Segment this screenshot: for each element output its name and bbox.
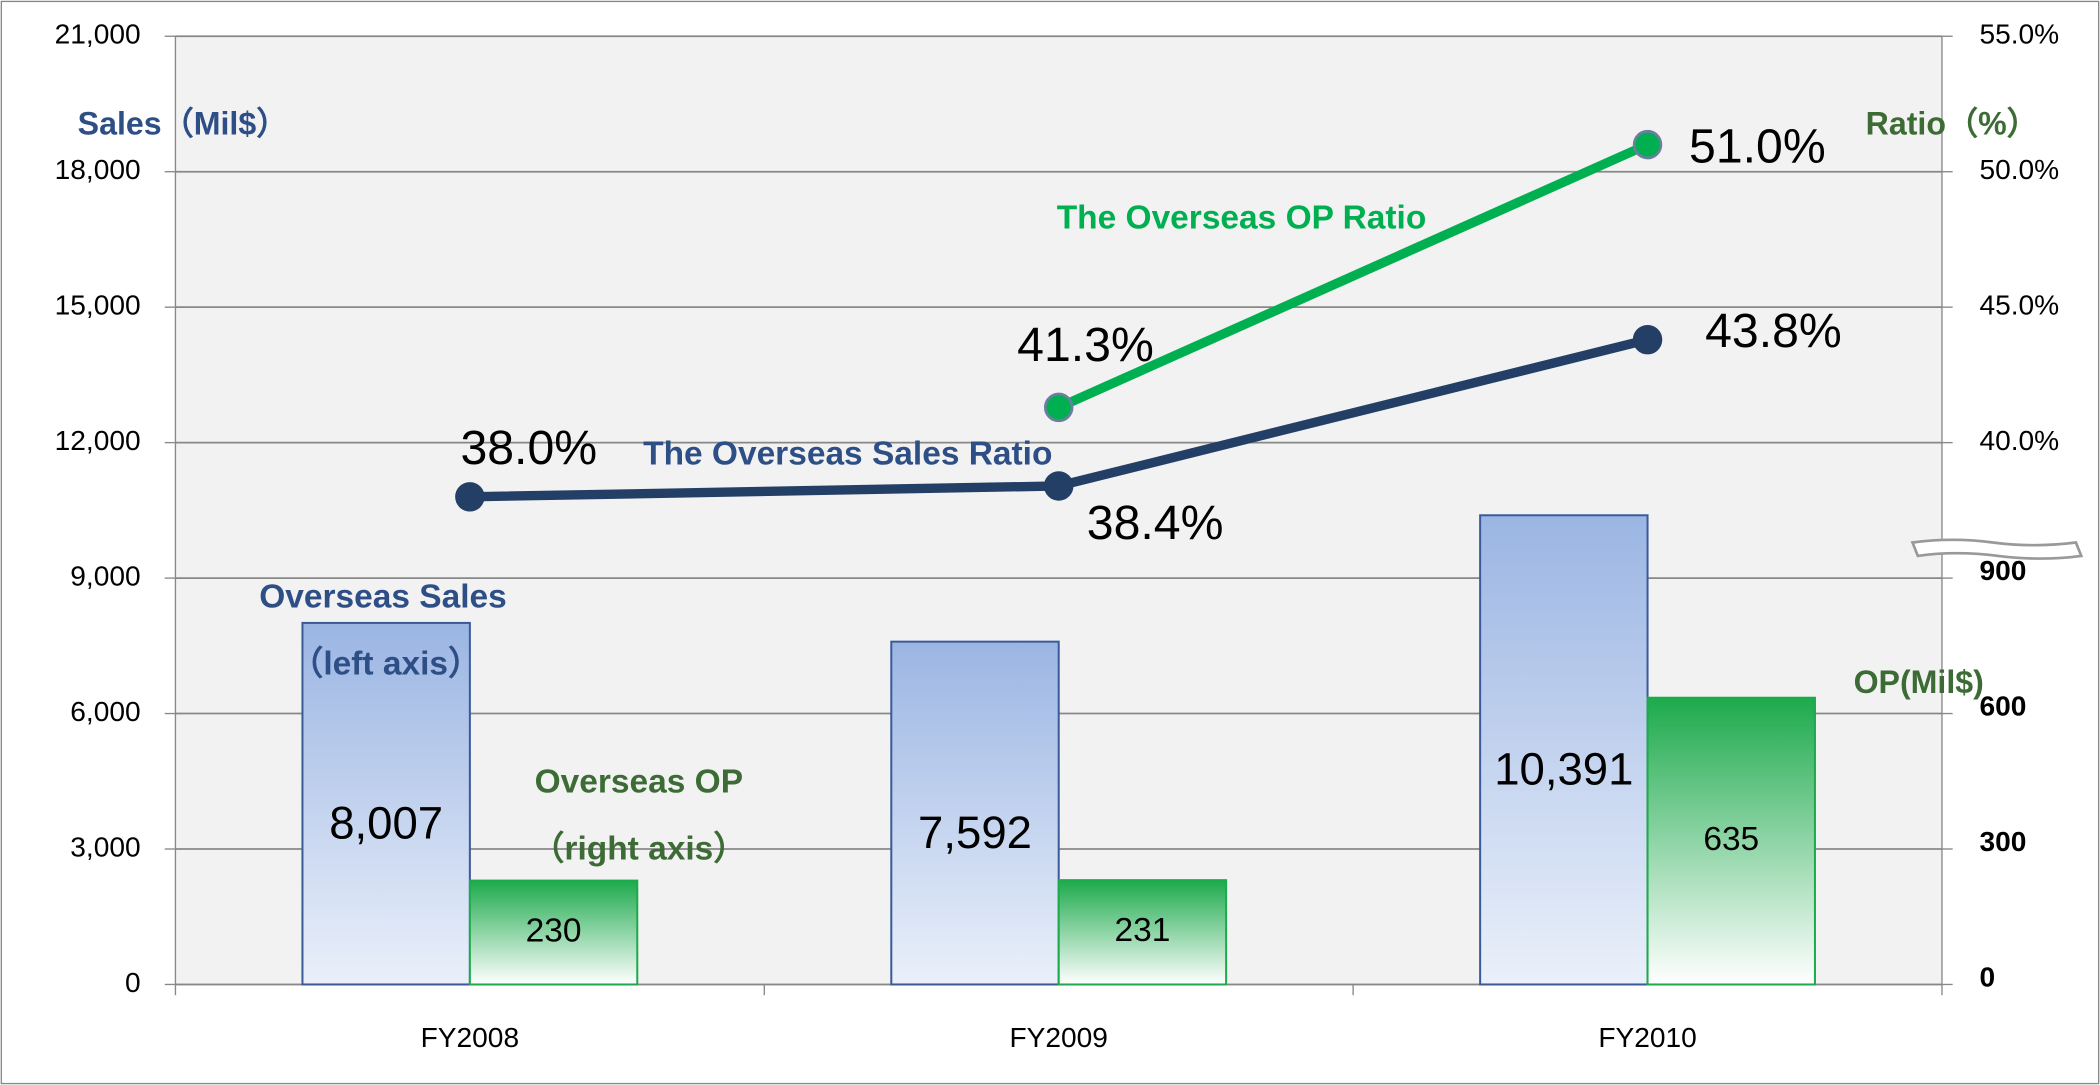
y-tick-label: 21,000 <box>55 19 141 50</box>
y-tick-label: 15,000 <box>55 290 141 321</box>
marker <box>455 482 485 512</box>
value-label: 43.8% <box>1705 304 1842 358</box>
y2-tick-label: 45.0% <box>1979 290 2059 321</box>
marker <box>1043 471 1074 501</box>
value-label: 38.0% <box>460 421 597 475</box>
y3-tick-label: 300 <box>1979 826 2026 857</box>
annotation: The Overseas OP Ratio <box>1057 200 1427 237</box>
y-tick-label: 18,000 <box>55 154 141 185</box>
y-axis-label: Sales（Mil$） <box>78 105 289 141</box>
value-label: 10,391 <box>1494 744 1633 795</box>
x-tick-label: FY2010 <box>1598 1022 1696 1053</box>
marker <box>1632 324 1663 355</box>
value-label: 8,007 <box>329 797 443 848</box>
annotation: Overseas Sales <box>259 579 507 616</box>
y-tick-label: 3,000 <box>70 831 140 862</box>
y-tick-label: 0 <box>125 967 141 998</box>
y3-tick-label: 600 <box>1979 691 2026 722</box>
y2-tick-label: 55.0% <box>1979 19 2059 50</box>
y3-tick-label: 900 <box>1979 555 2026 586</box>
y3-tick-label: 0 <box>1979 962 1995 993</box>
line <box>1056 140 1650 412</box>
y2-axis-label: Ratio（%） <box>1866 105 2039 141</box>
value-label: 51.0% <box>1689 120 1826 174</box>
y-tick-label: 6,000 <box>70 696 140 727</box>
y2-tick-label: 40.0% <box>1979 425 2059 456</box>
value-label: 230 <box>526 912 582 949</box>
bar <box>301 621 471 986</box>
y-tick-label: 9,000 <box>70 561 140 592</box>
value-label: 7,592 <box>918 807 1032 858</box>
bar <box>1479 514 1649 986</box>
x-tick-label: FY2008 <box>421 1022 519 1053</box>
annotation: （right axis） <box>531 830 747 867</box>
value-label: 635 <box>1703 821 1759 858</box>
annotation: （left axis） <box>290 646 482 683</box>
bar <box>890 640 1060 986</box>
annotation: The Overseas Sales Ratio <box>643 435 1052 472</box>
axis-break <box>1910 538 2084 560</box>
y-tick-label: 12,000 <box>55 425 141 456</box>
x-tick-label: FY2009 <box>1009 1022 1107 1053</box>
value-label: 41.3% <box>1017 318 1154 372</box>
bar <box>1057 879 1228 986</box>
value-label: 231 <box>1114 912 1170 949</box>
y3-axis-label: OP(Mil$) <box>1854 664 1984 700</box>
marker <box>1043 392 1074 423</box>
marker <box>1632 129 1663 160</box>
annotation: Overseas OP <box>535 763 743 800</box>
bar <box>1646 696 1816 986</box>
y2-tick-label: 50.0% <box>1979 154 2059 185</box>
bar <box>468 879 639 986</box>
value-label: 38.4% <box>1087 496 1224 550</box>
